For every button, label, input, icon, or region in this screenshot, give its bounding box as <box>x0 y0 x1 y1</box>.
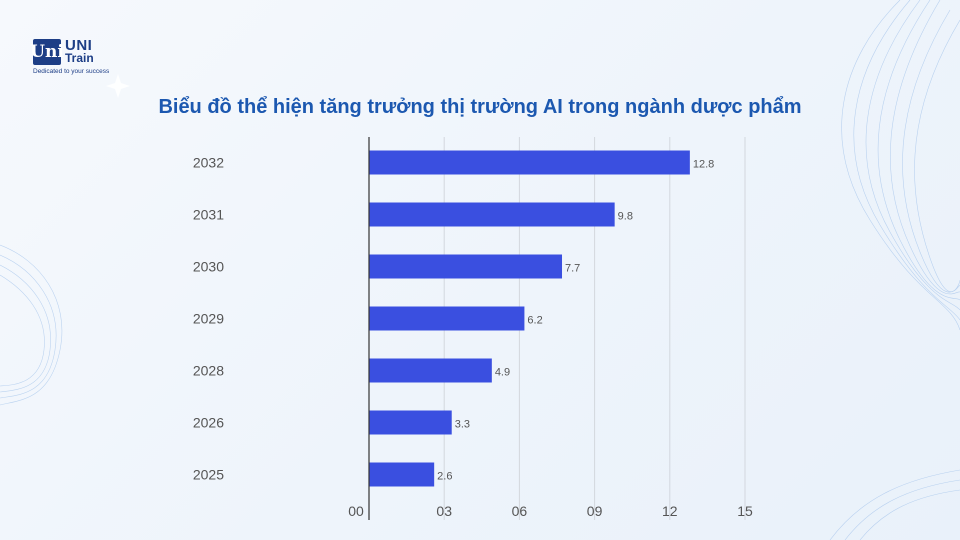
category-label-2025: 2025 <box>193 467 224 483</box>
chart-title: Biểu đồ thể hiện tăng trưởng thị trường … <box>158 96 802 118</box>
x-tick-label-3: 09 <box>587 503 603 519</box>
x-tick-label-1: 03 <box>436 503 452 519</box>
category-label-2026: 2026 <box>193 415 224 431</box>
category-label-2031: 2031 <box>193 207 224 223</box>
logo-name-bottom: Train <box>65 51 94 65</box>
bar-2026 <box>369 410 452 435</box>
value-label-2028: 4.9 <box>495 367 510 379</box>
category-label-2029: 2029 <box>193 311 224 327</box>
x-tick-label-5: 15 <box>737 503 753 519</box>
bar-2030 <box>369 254 563 279</box>
bar-2025 <box>369 462 435 487</box>
bar-2031 <box>369 202 615 227</box>
logo-name-top: UNI <box>65 37 93 54</box>
bar-2028 <box>369 358 492 383</box>
logo-mark: Uni <box>30 39 64 65</box>
x-tick-label-0: 00 <box>348 503 364 519</box>
unitrain-logo: Uni UNI Train Dedicated to your success <box>30 37 110 75</box>
value-label-2030: 7.7 <box>565 263 580 275</box>
logo-tagline: Dedicated to your success <box>33 68 110 75</box>
category-label-2030: 2030 <box>193 259 224 275</box>
value-label-2029: 6.2 <box>527 315 542 327</box>
category-label-2028: 2028 <box>193 363 224 379</box>
value-label-2032: 12.8 <box>693 159 714 171</box>
bar-2029 <box>369 306 525 331</box>
x-tick-label-2: 06 <box>512 503 528 519</box>
bar-2032 <box>369 150 690 175</box>
x-tick-label-4: 12 <box>662 503 678 519</box>
value-label-2031: 9.8 <box>618 211 633 223</box>
category-label-2032: 2032 <box>193 155 224 171</box>
value-label-2025: 2.6 <box>437 471 452 483</box>
value-label-2026: 3.3 <box>455 419 470 431</box>
